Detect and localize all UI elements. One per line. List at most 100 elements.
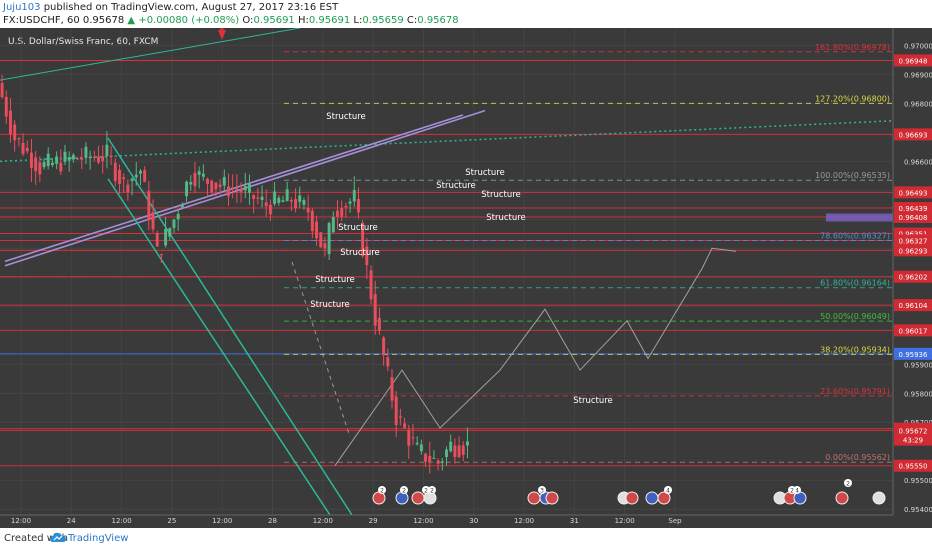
low-value: 0.95659 <box>362 15 404 26</box>
y-tick-label: 0.95500 <box>904 477 932 485</box>
candle-body <box>348 201 352 204</box>
candle-body <box>428 455 432 462</box>
price-level-tag <box>894 211 932 224</box>
candle-body <box>398 416 402 418</box>
candle-body <box>105 144 109 156</box>
event-badges[interactable]: 2 2 2 2 3 4 422 <box>372 479 886 505</box>
candle-body <box>155 233 159 247</box>
candle-body <box>465 441 469 446</box>
price-level-tag-label: 0.96202 <box>899 274 928 282</box>
fib-level-label: 78.60%(0.96327) <box>820 231 890 240</box>
candle-body <box>97 156 100 163</box>
event-count-label: 2 <box>430 488 434 495</box>
candle-body <box>356 199 360 213</box>
low-label: L: <box>353 15 363 26</box>
candle-body <box>227 186 230 197</box>
candle-body <box>214 182 218 190</box>
candle-body <box>25 147 29 152</box>
candle-body <box>42 162 46 168</box>
tradingview-cloud-icon <box>50 532 66 542</box>
grid-layer <box>0 28 893 515</box>
price-level-tag-label: 0.95550 <box>899 463 928 471</box>
candle-body <box>201 173 205 177</box>
candle-body <box>294 199 298 209</box>
candle-body <box>281 200 285 202</box>
fib-level-label: 100.00%(0.96535) <box>815 171 890 180</box>
x-tick-label: 12:00 <box>514 517 534 525</box>
candle-body <box>113 162 117 182</box>
author-link[interactable]: Juju103 <box>3 2 41 13</box>
candle-body <box>130 178 134 181</box>
candle-body <box>386 357 390 367</box>
event-flag-icon <box>527 491 541 505</box>
candle-body <box>445 449 448 458</box>
fib-level-label: 38.20%(0.95934) <box>820 345 890 354</box>
ohlc-line: FX:USDCHF, 60 0.95678 ▲ +0.00080 (+0.08%… <box>3 15 459 26</box>
price-level-tag-label: 0.96693 <box>899 131 928 139</box>
candle-body <box>92 156 96 158</box>
candle-body <box>206 178 209 184</box>
zigzag-projection <box>334 247 737 466</box>
candle-body <box>189 182 193 185</box>
fib-highlight-band <box>826 213 893 222</box>
up-arrow-icon: ▲ <box>127 15 136 26</box>
close-label: C: <box>406 15 418 26</box>
candle-body <box>63 151 67 162</box>
candle-body <box>71 154 75 160</box>
x-tick-label: 12:00 <box>615 517 635 525</box>
down-arrow-icon <box>218 30 226 40</box>
price-level-tag <box>894 234 932 247</box>
event-flag-icon <box>645 491 659 505</box>
candle-body <box>252 195 256 199</box>
candle-body <box>168 228 172 237</box>
time-axis[interactable]: 12:00 24 12:00 25 12:00 28 12:00 29 12:00 30 12:00… <box>0 514 893 525</box>
candle-body <box>143 170 147 182</box>
candle-body <box>264 202 268 207</box>
candle-body <box>424 453 428 462</box>
price-level-tag-label: 0.96408 <box>899 214 928 222</box>
candle-body <box>432 457 436 459</box>
candle-body <box>176 213 180 220</box>
structure-label: Structure <box>310 300 350 310</box>
candle-body <box>222 177 226 186</box>
candle-body <box>344 205 348 208</box>
fib-level-label: 61.80%(0.96164) <box>820 279 890 288</box>
chart-frame[interactable]: U.S. Dollar/Swiss Franc, 60, FXCM 161.80… <box>0 27 932 528</box>
event-count-badge <box>400 486 408 494</box>
candle-body <box>411 437 415 439</box>
candle-body <box>407 430 411 446</box>
candle-body <box>185 181 189 197</box>
y-tick-label: 0.96900 <box>904 71 932 79</box>
last-price: 0.95678 <box>82 15 125 26</box>
tradingview-link[interactable]: TradingView <box>68 533 129 544</box>
event-count-label: 2 <box>424 488 428 495</box>
candle-body <box>369 270 373 300</box>
structure-label: Structure <box>338 223 378 233</box>
price-chart[interactable]: U.S. Dollar/Swiss Franc, 60, FXCM 161.80… <box>0 27 932 528</box>
candle-body <box>327 223 331 255</box>
structure-label: Structure <box>481 190 521 200</box>
price-level-tag <box>894 244 932 257</box>
footer: Created with TradingView <box>0 528 932 550</box>
price-level-tag <box>894 459 932 472</box>
price-axis[interactable]: 0.970000.969000.968000.966000.965000.964… <box>892 28 932 515</box>
structure-labels: Structure Structure Structure Structure Stru… <box>310 112 613 406</box>
projection-dashed <box>291 261 351 437</box>
candle-body <box>315 221 319 239</box>
event-count-badge <box>378 486 386 494</box>
chart-title: U.S. Dollar/Swiss Franc, 60, FXCM <box>8 37 158 47</box>
candle-body <box>285 189 289 201</box>
candle-body <box>197 171 201 175</box>
candle-body <box>147 191 151 221</box>
candle-body <box>436 460 440 464</box>
fib-retracement[interactable]: 161.80%(0.96978) 127.20%(0.96800) 100.00%(… <box>284 43 893 463</box>
candle-body <box>118 170 121 184</box>
candle-body <box>164 229 168 246</box>
x-tick-label: 24 <box>67 517 76 525</box>
candle-body <box>29 152 33 168</box>
fib-level-label: 161.80%(0.96978) <box>815 43 890 52</box>
event-count-label: 2 <box>380 488 384 495</box>
event-count-badge <box>428 486 436 494</box>
price-level-tag <box>894 270 932 283</box>
event-count-label: 2 <box>846 481 850 488</box>
